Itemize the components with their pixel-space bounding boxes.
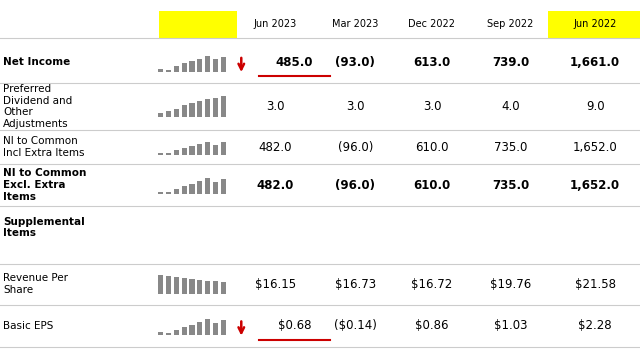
Bar [173, 150, 179, 155]
Text: NI to Common
Excl. Extra
Items: NI to Common Excl. Extra Items [3, 169, 86, 201]
Bar [197, 181, 202, 194]
Text: 1,652.0: 1,652.0 [573, 140, 618, 154]
Text: 610.0: 610.0 [413, 178, 451, 192]
Text: $16.72: $16.72 [412, 278, 452, 291]
Text: $21.58: $21.58 [575, 278, 616, 291]
Text: 3.0: 3.0 [423, 100, 441, 113]
Text: 482.0: 482.0 [257, 178, 294, 192]
Bar [205, 142, 210, 155]
Text: Jun 2023: Jun 2023 [253, 19, 297, 29]
Text: $0.68: $0.68 [278, 319, 311, 332]
Bar [166, 111, 171, 117]
Text: Basic EPS: Basic EPS [3, 321, 54, 331]
Bar [221, 320, 226, 335]
Bar [197, 144, 202, 155]
Text: $2.28: $2.28 [579, 319, 612, 332]
Bar [189, 325, 195, 335]
Text: (96.0): (96.0) [337, 140, 373, 154]
Text: 610.0: 610.0 [415, 140, 449, 154]
Text: Mar 2023: Mar 2023 [332, 19, 378, 29]
Text: ($0.14): ($0.14) [334, 319, 376, 332]
Bar [173, 66, 179, 71]
Bar [182, 327, 187, 335]
Bar [189, 103, 195, 117]
Bar [189, 184, 195, 194]
Bar [197, 58, 202, 71]
Bar [166, 70, 171, 71]
Bar [166, 153, 171, 155]
Bar [189, 279, 195, 293]
Bar [189, 61, 195, 71]
Bar [173, 330, 179, 335]
Bar [221, 282, 226, 293]
Bar [213, 60, 218, 71]
Bar [213, 323, 218, 335]
Text: Jun 2022: Jun 2022 [573, 19, 617, 29]
Bar [205, 56, 210, 71]
Bar [182, 63, 187, 71]
Bar [189, 146, 195, 155]
Bar [205, 319, 210, 335]
Bar [213, 282, 218, 293]
Bar [166, 333, 171, 335]
Text: Preferred
Dividend and
Other
Adjustments: Preferred Dividend and Other Adjustments [3, 84, 72, 129]
Bar [159, 11, 237, 38]
Text: Sep 2022: Sep 2022 [487, 19, 534, 29]
Text: 485.0: 485.0 [276, 56, 313, 69]
Text: 4.0: 4.0 [501, 100, 520, 113]
Bar [166, 192, 171, 194]
Bar [213, 98, 218, 117]
Bar [548, 11, 640, 38]
Text: 735.0: 735.0 [493, 140, 527, 154]
Bar [158, 275, 163, 293]
Bar [205, 280, 210, 293]
Text: $16.73: $16.73 [335, 278, 376, 291]
Bar [221, 57, 226, 71]
Bar [158, 152, 163, 155]
Text: 9.0: 9.0 [586, 100, 605, 113]
Bar [221, 179, 226, 194]
Text: $1.03: $1.03 [493, 319, 527, 332]
Text: $0.86: $0.86 [415, 319, 449, 332]
Text: $16.15: $16.15 [255, 278, 296, 291]
Bar [197, 322, 202, 335]
Text: (93.0): (93.0) [335, 56, 375, 69]
Text: Supplemental
Items: Supplemental Items [3, 217, 85, 238]
Bar [173, 277, 179, 293]
Bar [205, 99, 210, 117]
Bar [158, 192, 163, 194]
Text: 739.0: 739.0 [492, 56, 529, 69]
Bar [213, 182, 218, 194]
Text: Net Income: Net Income [3, 57, 70, 67]
Text: 613.0: 613.0 [413, 56, 451, 69]
Bar [158, 332, 163, 335]
Bar [182, 186, 187, 194]
Bar [197, 280, 202, 293]
Bar [166, 276, 171, 293]
Bar [182, 105, 187, 117]
Text: $19.76: $19.76 [490, 278, 531, 291]
Text: Revenue Per
Share: Revenue Per Share [3, 274, 68, 295]
Text: 3.0: 3.0 [266, 100, 284, 113]
Text: NI to Common
Incl Extra Items: NI to Common Incl Extra Items [3, 136, 84, 158]
Bar [173, 109, 179, 117]
Bar [213, 145, 218, 155]
Bar [173, 189, 179, 194]
Text: 482.0: 482.0 [259, 140, 292, 154]
Bar [158, 113, 163, 117]
Bar [221, 96, 226, 117]
Text: 1,661.0: 1,661.0 [570, 56, 620, 69]
Bar [221, 143, 226, 155]
Text: 3.0: 3.0 [346, 100, 364, 113]
Text: Dec 2022: Dec 2022 [408, 19, 456, 29]
Text: 735.0: 735.0 [492, 178, 529, 192]
Text: 1,652.0: 1,652.0 [570, 178, 620, 192]
Text: (96.0): (96.0) [335, 178, 375, 192]
Bar [197, 101, 202, 117]
Bar [182, 278, 187, 293]
Bar [158, 69, 163, 71]
Bar [205, 178, 210, 194]
Bar [182, 148, 187, 155]
